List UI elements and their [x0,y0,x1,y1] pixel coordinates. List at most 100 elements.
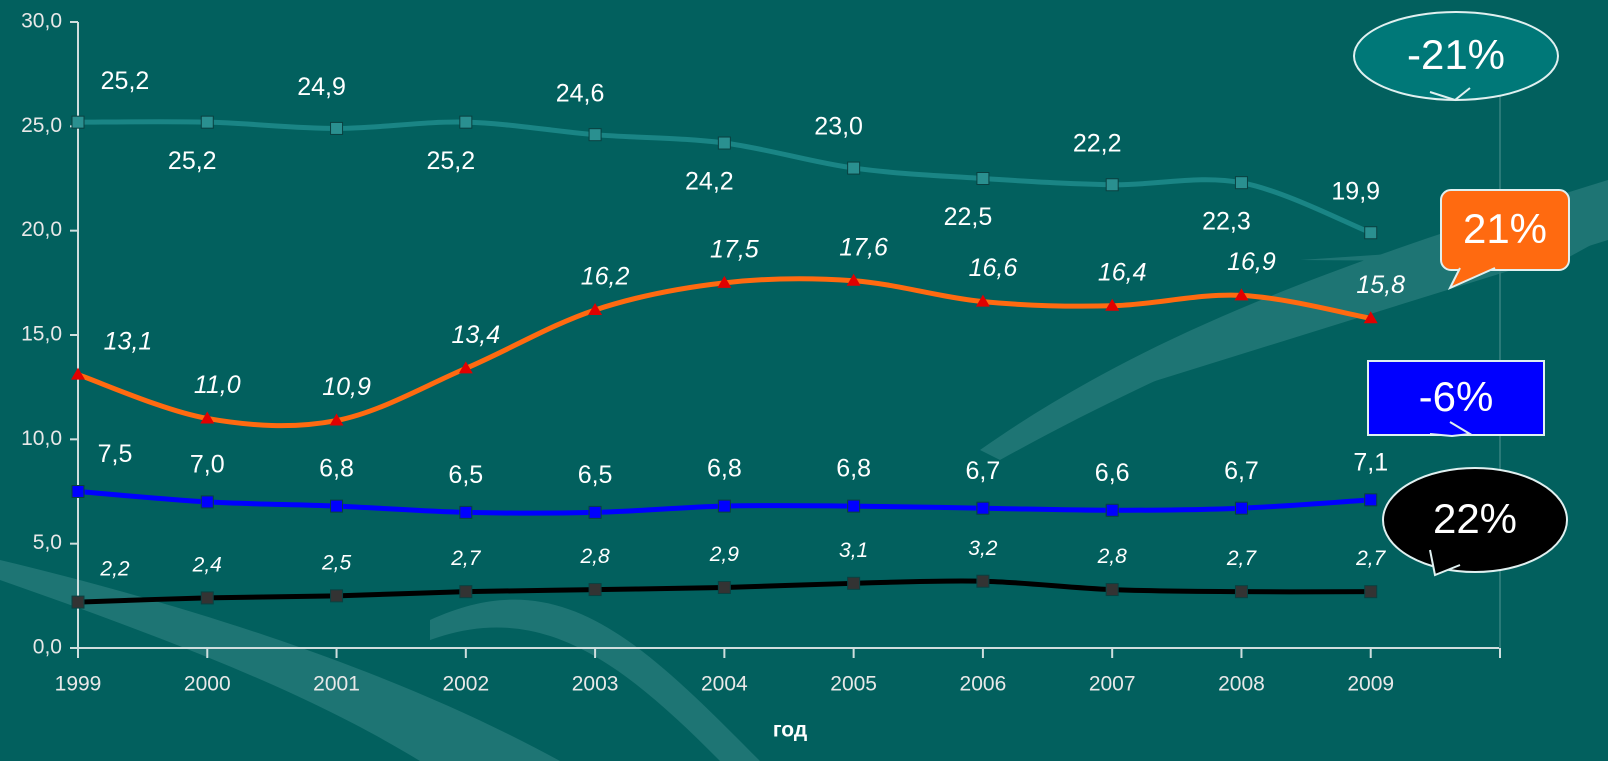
marker [72,116,84,128]
marker [72,596,84,608]
value-label: 23,0 [814,113,863,141]
marker [589,584,601,596]
value-label: 2,2 [99,558,130,581]
marker [331,590,343,602]
value-label: 6,8 [707,455,742,483]
marker [460,506,472,518]
value-label: 16,9 [1227,248,1276,276]
callout-text: 21% [1463,205,1547,252]
value-label: 16,2 [581,263,630,291]
marker [848,162,860,174]
marker [1235,586,1247,598]
x-tick-label: 2000 [184,673,231,696]
marker [1365,227,1377,239]
callout: -21% [1354,12,1558,100]
y-tick-label: 15,0 [21,323,62,346]
marker [201,592,213,604]
y-tick-label: 5,0 [33,531,62,554]
marker [1106,504,1118,516]
callout-text: -21% [1407,31,1505,78]
value-label: 15,8 [1356,271,1405,299]
marker [460,116,472,128]
value-label: 17,6 [839,233,888,261]
value-label: 24,6 [556,79,605,107]
marker [1235,177,1247,189]
marker [1235,502,1247,514]
value-label: 6,8 [836,455,871,483]
value-label: 6,8 [319,455,354,483]
marker [977,173,989,185]
marker [72,486,84,498]
value-label: 25,2 [426,147,475,175]
value-label: 2,7 [1226,547,1258,570]
marker [201,116,213,128]
marker [1365,586,1377,598]
x-axis-title: год [773,719,807,742]
y-tick-label: 30,0 [21,10,62,33]
value-label: 7,0 [190,451,225,479]
marker [977,502,989,514]
value-label: 22,2 [1073,129,1122,157]
marker [331,122,343,134]
value-label: 19,9 [1331,177,1380,205]
marker [718,137,730,149]
marker [848,577,860,589]
chart: год 0,0 5,0 10,0 15,0 20,0 25,0 30,0 1999 2000 20… [0,0,1608,761]
value-label: 16,4 [1098,258,1147,286]
value-label: 22,3 [1202,207,1251,235]
value-label: 7,5 [98,440,133,468]
value-label: 2,7 [1355,547,1387,570]
value-label: 6,5 [578,461,613,489]
marker [848,500,860,512]
value-label: 17,5 [710,235,759,263]
marker [589,506,601,518]
x-tick-label: 2003 [572,673,619,696]
marker [460,586,472,598]
x-tick-label: 2008 [1218,673,1265,696]
y-tick-label: 25,0 [21,114,62,137]
marker [718,581,730,593]
x-tick-label: 2001 [313,673,360,696]
marker [977,575,989,587]
value-label: 6,7 [1224,457,1259,485]
value-label: 16,6 [969,254,1018,282]
value-label: 6,6 [1095,459,1130,487]
value-label: 2,8 [1097,545,1128,568]
value-label: 6,5 [448,461,483,489]
value-label: 3,1 [839,539,868,562]
value-label: 2,4 [192,553,222,576]
callout-text: -6% [1419,373,1494,420]
marker [1106,584,1118,596]
callout-text: 22% [1433,495,1517,542]
value-label: 7,1 [1353,448,1388,476]
x-tick-label: 2004 [701,673,748,696]
y-tick-label: 20,0 [21,218,62,241]
value-label: 13,4 [451,321,500,349]
value-label: 13,1 [104,327,153,355]
x-tick-label: 1999 [55,673,102,696]
value-label: 2,8 [579,545,610,568]
value-label: 11,0 [194,371,241,399]
marker [589,129,601,141]
x-tick-label: 2005 [830,673,877,696]
y-tick-label: 0,0 [33,636,62,659]
value-label: 25,2 [168,147,217,175]
marker [331,500,343,512]
value-label: 2,5 [321,551,352,574]
marker [201,496,213,508]
value-label: 3,2 [968,537,998,560]
value-label: 22,5 [944,203,993,231]
value-label: 6,7 [966,457,1001,485]
value-label: 10,9 [322,373,371,401]
value-label: 25,2 [101,67,150,95]
x-tick-label: 2006 [960,673,1007,696]
x-tick-label: 2007 [1089,673,1136,696]
y-tick-label: 10,0 [21,427,62,450]
marker [718,500,730,512]
value-label: 24,9 [297,73,346,101]
marker [1106,179,1118,191]
marker [1365,494,1377,506]
value-label: 24,2 [685,168,734,196]
value-label: 2,7 [450,547,482,570]
x-tick-label: 2009 [1347,673,1394,696]
